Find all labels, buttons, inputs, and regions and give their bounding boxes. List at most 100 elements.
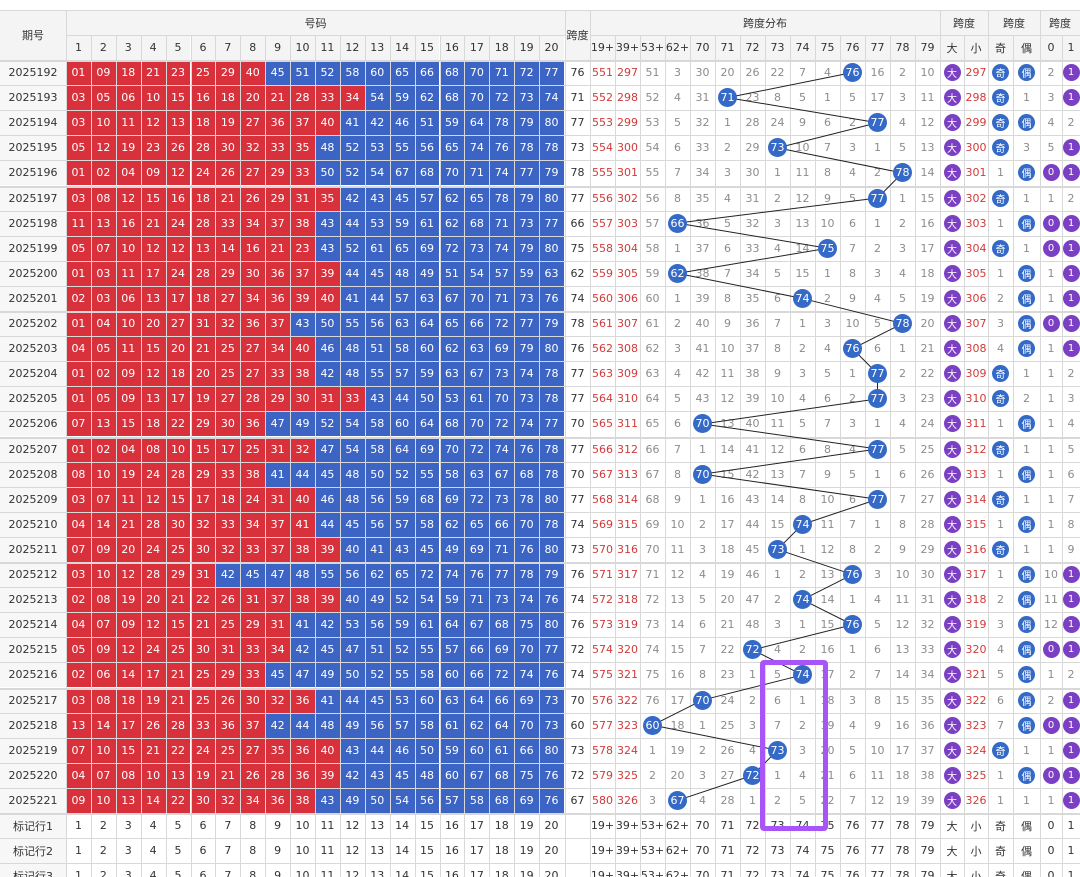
grid-line	[715, 35, 716, 877]
number-cell: 04	[66, 336, 91, 362]
dist-miss-cell: 43	[695, 392, 710, 406]
number-cell: 48	[290, 562, 315, 588]
footer-dist-cell: 74	[795, 844, 810, 858]
dist-miss-cell: 576	[592, 693, 613, 707]
parity-ball: 偶	[1018, 264, 1035, 282]
parity-cell: 3	[997, 618, 1004, 632]
size-ball-cell: 大	[940, 713, 964, 738]
dist-miss-cell: 34	[695, 166, 710, 180]
number-cell: 14	[140, 787, 166, 813]
number-cell: 43	[315, 235, 340, 261]
parity-cell: 1	[997, 768, 1004, 782]
span-value-cell: 77	[570, 116, 585, 130]
number-cell: 78	[539, 361, 564, 387]
number-cell: 36	[265, 260, 291, 286]
grid-line	[940, 35, 941, 877]
grid-line	[1013, 35, 1014, 877]
footer-dist-cell: 76	[845, 869, 860, 877]
dist-miss-cell: 44	[745, 517, 760, 531]
number-cell: 71	[489, 285, 515, 311]
mod-cell: 1	[1047, 442, 1055, 456]
number-cell: 79	[539, 160, 564, 186]
size-miss-cell: 315	[965, 517, 987, 531]
mod-ball: 1	[1062, 340, 1080, 358]
number-cell: 07	[90, 235, 116, 261]
size-ball: 大	[943, 340, 961, 358]
dist-miss-cell: 38	[920, 768, 935, 782]
number-cell: 67	[389, 160, 415, 186]
dist-miss-cell: 5	[874, 618, 881, 632]
number-cell: 21	[165, 687, 191, 713]
span-value-cell: 72	[570, 768, 585, 782]
dist-col-header: 62+	[665, 35, 690, 60]
number-cell: 34	[265, 637, 291, 663]
parity-cell: 1	[997, 568, 1004, 582]
dist-miss-cell: 2	[874, 542, 881, 556]
footer-dist-cell: 79	[920, 819, 935, 833]
dist-miss-cell: 40	[695, 317, 710, 331]
issue-cell: 2025212	[0, 562, 66, 588]
number-cell: 21	[165, 587, 191, 613]
mod-cell: 1	[1047, 342, 1055, 356]
number-cell: 52	[389, 587, 415, 613]
mod-cell: 4	[1047, 116, 1055, 130]
grid-line	[0, 788, 1080, 789]
footer-mod-cell: 1	[1067, 819, 1075, 833]
dist-miss-cell: 76	[645, 693, 660, 707]
footer-number-cell: 16	[444, 819, 459, 833]
grid-line	[240, 35, 241, 877]
number-cell: 28	[290, 85, 315, 111]
dist-miss-cell: 51	[645, 66, 660, 80]
parity-cell: 奇	[988, 738, 1013, 763]
number-cell: 22	[190, 587, 216, 613]
dist-miss-cell: 26	[745, 66, 760, 80]
footer-parity-cell: 偶	[1021, 844, 1032, 858]
dist-miss-cell: 14	[895, 668, 910, 682]
number-cell: 15	[165, 486, 191, 512]
number-cell: 21	[190, 336, 216, 362]
number-cell: 69	[514, 787, 540, 813]
footer-number-cell: 12	[345, 819, 360, 833]
number-cell: 37	[265, 587, 291, 613]
footer-dist-cell: 62+	[665, 819, 690, 833]
size-ball: 大	[943, 691, 961, 709]
size-ball: 大	[943, 365, 961, 383]
dist-miss-cell: 7	[774, 317, 781, 331]
mod-cell: 1	[1062, 60, 1080, 85]
span-value-cell: 74	[570, 593, 585, 607]
parity-cell: 5	[997, 668, 1004, 682]
number-cell: 21	[140, 210, 166, 236]
parity-cell: 偶	[1013, 60, 1040, 85]
number-cell: 19	[115, 587, 141, 613]
dist-miss-cell: 7	[674, 166, 681, 180]
dist-miss-cell: 4	[674, 367, 681, 381]
span-value-cell: 72	[570, 643, 585, 657]
footer-parity-cell: 奇	[995, 819, 1006, 833]
dist-miss-cell: 35	[920, 693, 935, 707]
number-cell: 25	[165, 536, 191, 562]
footer-dist-cell: 73	[770, 869, 785, 877]
span-ball: 70	[693, 690, 712, 710]
dist-miss-cell: 326	[617, 793, 638, 807]
number-cell: 73	[514, 386, 540, 412]
number-cell: 09	[115, 361, 141, 387]
grid-line	[915, 35, 916, 877]
number-cell: 12	[165, 235, 191, 261]
span-ball: 66	[668, 213, 687, 233]
dist-miss-cell: 3	[824, 317, 831, 331]
number-cell: 60	[439, 662, 465, 688]
number-cell: 07	[90, 612, 116, 638]
dist-miss-cell: 573	[592, 618, 613, 632]
issue-cell: 2025221	[0, 787, 66, 813]
number-cell: 68	[464, 210, 490, 236]
number-cell: 58	[364, 411, 390, 437]
dist-miss-cell: 1	[899, 342, 906, 356]
number-cell: 26	[165, 135, 191, 161]
dist-col-header: 78	[890, 35, 915, 60]
parity-cell: 7	[997, 718, 1004, 732]
dist-miss-cell: 13	[920, 141, 935, 155]
number-cell: 36	[290, 737, 315, 763]
number-cell: 58	[414, 712, 440, 738]
number-cell: 24	[165, 210, 191, 236]
number-cell: 59	[514, 260, 540, 286]
